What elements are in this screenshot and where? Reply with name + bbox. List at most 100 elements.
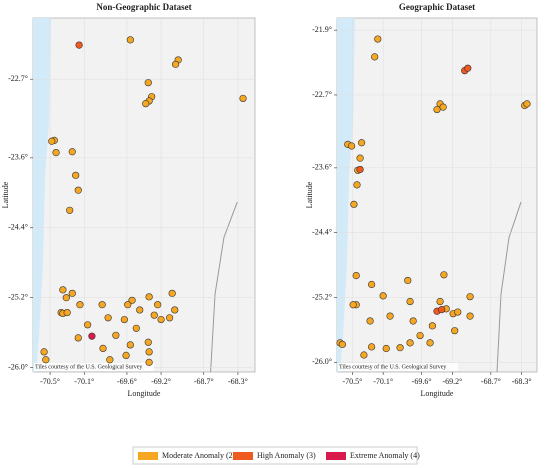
point — [63, 308, 71, 317]
point — [406, 297, 414, 306]
x-tick-label: -68.3° — [512, 377, 532, 386]
point — [466, 312, 474, 320]
border — [210, 201, 238, 373]
point — [66, 206, 74, 214]
point — [122, 351, 130, 359]
legend-swatch — [326, 452, 346, 460]
point — [350, 200, 358, 208]
point — [360, 351, 368, 359]
point — [112, 331, 120, 339]
point — [106, 356, 114, 364]
x-tick-label: -69.6° — [117, 377, 137, 386]
point — [75, 41, 83, 49]
point — [416, 331, 424, 340]
point — [239, 94, 247, 103]
point — [451, 327, 459, 335]
point — [62, 294, 70, 302]
y-axis-label: Latitude — [1, 181, 10, 208]
legend-label: Moderate Anomaly (2) — [162, 451, 236, 460]
point — [128, 296, 136, 304]
point — [74, 334, 82, 342]
panel: Geographic Dataset -70.5° -70.1° -69.6° -69.… — [305, 2, 538, 398]
panel: Non-Geographic Dataset -70.5° -70.1° -69.6°… — [1, 2, 256, 398]
point — [72, 171, 80, 179]
map-background — [32, 17, 256, 373]
point — [48, 137, 56, 145]
point — [120, 315, 128, 324]
attribution-bg — [338, 363, 458, 371]
point — [171, 60, 180, 68]
point — [166, 314, 174, 322]
point — [88, 332, 96, 340]
point — [338, 340, 346, 349]
x-tick-label: -70.5° — [40, 377, 60, 386]
point — [124, 301, 132, 309]
point — [439, 103, 447, 111]
point — [157, 315, 165, 324]
point — [144, 338, 152, 346]
point — [68, 289, 76, 297]
x-axis-label: Longitude — [128, 389, 161, 398]
legend-label: High Anomaly (3) — [257, 451, 316, 460]
point — [171, 306, 179, 314]
x-tick-label: -68.7° — [481, 377, 501, 386]
point — [466, 293, 474, 301]
point — [126, 341, 134, 349]
point — [168, 289, 176, 297]
y-tick-label: -24.4° — [8, 223, 28, 232]
point — [523, 100, 531, 108]
legend: Moderate Anomaly (2) High Anomaly (3) Extr… — [132, 446, 420, 465]
sea — [337, 18, 355, 372]
attribution: Tiles courtesy of the U.S. Geological Su… — [339, 363, 446, 370]
y-tick-label: -24.4° — [312, 227, 332, 236]
y-tick-label: -26.0° — [312, 357, 332, 366]
point — [409, 317, 417, 325]
point — [368, 343, 376, 351]
chart-title: Geographic Dataset — [399, 2, 475, 12]
point — [353, 181, 361, 189]
y-tick-label: -22.7° — [8, 74, 28, 83]
point — [348, 142, 356, 150]
point — [40, 348, 48, 356]
y-axis-label: Latitude — [305, 181, 314, 208]
point — [464, 64, 472, 72]
point — [154, 301, 162, 309]
point — [99, 344, 107, 353]
point — [59, 286, 67, 294]
map-background — [336, 17, 538, 373]
y-tick-label: -21.9° — [312, 25, 332, 34]
point — [150, 311, 158, 319]
point — [356, 165, 364, 174]
attribution-bg — [34, 363, 154, 371]
point — [371, 53, 379, 61]
legend-swatch — [233, 452, 253, 460]
attribution: Tiles courtesy of the U.S. Geological Su… — [35, 363, 142, 370]
border — [496, 201, 522, 373]
x-tick-label: -68.3° — [228, 377, 248, 386]
point — [440, 271, 448, 279]
point — [366, 317, 374, 325]
y-tick-label: -23.6° — [312, 163, 332, 172]
point — [433, 105, 441, 114]
point — [352, 272, 360, 280]
point — [74, 186, 82, 194]
x-tick-label: -69.2° — [442, 377, 462, 386]
point — [374, 35, 382, 43]
y-tick-label: -26.0° — [8, 362, 28, 371]
point — [396, 344, 404, 352]
x-axis-label: Longitude — [421, 389, 454, 398]
y-tick-label: -25.2° — [8, 293, 28, 302]
x-tick-label: -69.2° — [151, 377, 171, 386]
sea — [33, 18, 51, 372]
legend-label: Extreme Anomaly (4) — [350, 451, 420, 460]
x-tick-label: -70.1° — [74, 377, 94, 386]
point — [438, 306, 446, 314]
x-tick-label: -70.1° — [373, 377, 393, 386]
legend-swatch — [138, 452, 158, 460]
point — [126, 36, 134, 44]
point — [136, 306, 144, 314]
chart-title: Non-Geographic Dataset — [96, 2, 191, 12]
point — [349, 301, 357, 309]
